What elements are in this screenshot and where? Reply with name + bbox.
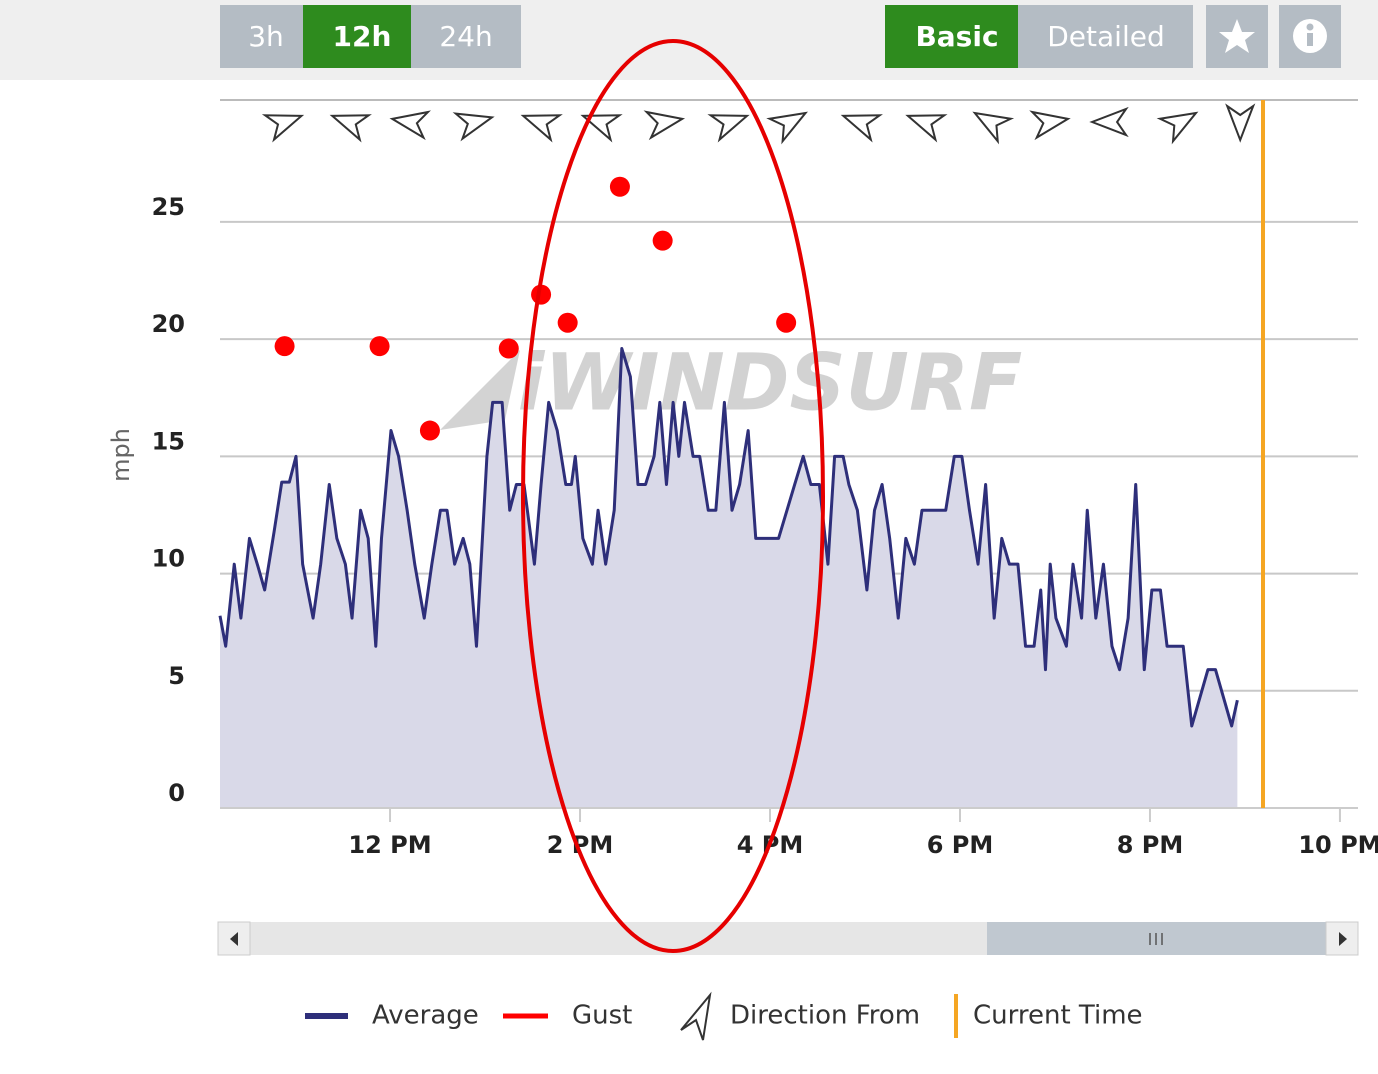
direction-arrow [329, 114, 372, 143]
y-tick-label: 15 [152, 427, 185, 455]
info-icon-stem [1307, 33, 1313, 46]
direction-arrow [1089, 106, 1129, 138]
y-tick-label: 25 [152, 193, 185, 221]
direction-arrow [1029, 110, 1071, 141]
watermark: iWINDSURF [518, 338, 1023, 428]
range-label: 12h [333, 20, 392, 53]
view-label: Detailed [1047, 20, 1164, 53]
range-label: 24h [439, 20, 492, 53]
y-tick-label: 20 [152, 310, 185, 338]
view-button-active[interactable] [885, 5, 1018, 68]
legend-label: Gust [572, 1001, 632, 1031]
watermark-sail [440, 350, 520, 430]
direction-arrow [643, 110, 686, 141]
direction-arrow [707, 114, 750, 143]
range-button[interactable] [220, 5, 303, 68]
gust-dot [776, 312, 797, 333]
legend-label: Average [372, 1001, 479, 1031]
legend-swatch [680, 991, 712, 1041]
y-tick-label: 5 [168, 662, 185, 690]
direction-arrow [389, 110, 431, 141]
direction-arrow [1156, 111, 1199, 145]
gust-dot [652, 230, 673, 251]
y-axis-label: mph [107, 428, 135, 482]
direction-arrow [520, 114, 563, 143]
y-tick-label: 0 [168, 779, 185, 807]
view-button[interactable] [1018, 5, 1193, 68]
y-tick-label: 10 [152, 545, 185, 573]
average-area [220, 348, 1238, 808]
star-icon [1219, 19, 1255, 53]
direction-arrow [905, 114, 948, 143]
range-button-active[interactable] [303, 5, 411, 68]
gust-dot [609, 176, 630, 197]
legend-label: Direction From [730, 1001, 920, 1031]
direction-arrow [972, 111, 1015, 145]
direction-arrow [766, 111, 808, 145]
gust-dot [274, 336, 295, 357]
direction-arrow [452, 112, 495, 142]
gust-dot [419, 420, 440, 441]
gust-dot [369, 336, 390, 357]
average-line [218, 347, 1239, 728]
annotation-ellipse [521, 39, 825, 953]
range-label: 3h [248, 20, 284, 53]
x-tick-label: 8 PM [1117, 831, 1184, 859]
info-icon-dot [1306, 23, 1314, 31]
x-tick-label: 12 PM [348, 831, 431, 859]
direction-arrow [1225, 103, 1256, 143]
scroll-right-arrow [1339, 932, 1347, 946]
gust-dot [557, 312, 578, 333]
x-tick-label: 10 PM [1298, 831, 1378, 859]
direction-arrow [580, 114, 623, 143]
gust-dot [498, 338, 519, 359]
direction-arrow [261, 114, 305, 143]
scrollbar-grip [1149, 933, 1163, 945]
scroll-left-arrow [230, 932, 238, 946]
legend: Average Gust Direction From Current Time [305, 991, 1143, 1041]
view-label: Basic [915, 20, 998, 53]
range-button[interactable] [411, 5, 521, 68]
legend-label: Current Time [973, 1001, 1143, 1031]
direction-arrow [840, 114, 883, 143]
x-tick-label: 6 PM [927, 831, 994, 859]
